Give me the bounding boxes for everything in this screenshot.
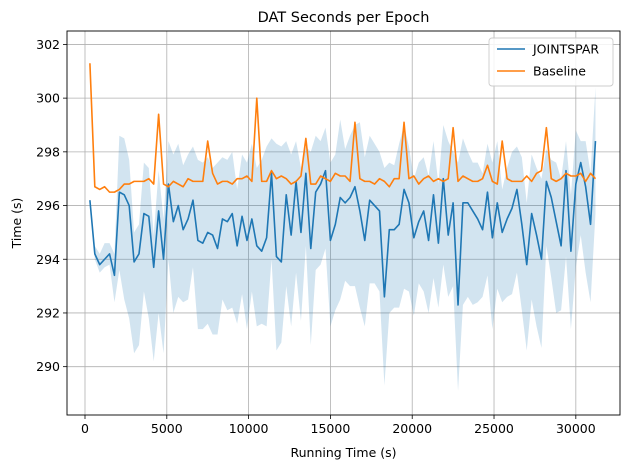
y-tick-label: 292 bbox=[36, 305, 60, 320]
x-tick-label: 10000 bbox=[229, 421, 269, 436]
legend-box bbox=[488, 37, 614, 87]
y-tick-label: 302 bbox=[36, 37, 60, 52]
axis-ticks: 0 5000 10000 15000 20000 25000 30000 290 292 294 2… bbox=[36, 37, 596, 436]
x-tick-label: 25000 bbox=[474, 421, 514, 436]
series-lines-layer bbox=[89, 63, 597, 306]
series-line-baseline bbox=[89, 63, 597, 193]
legend-label-baseline: Baseline bbox=[533, 64, 586, 79]
confidence-band-layer bbox=[89, 87, 596, 391]
y-tick-label: 298 bbox=[36, 144, 60, 159]
x-tick-label: 5000 bbox=[151, 421, 183, 436]
y-tick-label: 300 bbox=[36, 91, 60, 106]
y-tick-label: 294 bbox=[36, 252, 60, 267]
chart-title: DAT Seconds per Epoch bbox=[258, 10, 430, 26]
y-tick-label: 290 bbox=[36, 359, 60, 374]
x-axis-label: Running Time (s) bbox=[290, 445, 396, 460]
x-tick-label: 20000 bbox=[392, 421, 432, 436]
y-tick-label: 296 bbox=[36, 198, 60, 213]
y-axis-label: Time (s) bbox=[9, 198, 24, 250]
series-line-jointspar bbox=[89, 141, 597, 306]
x-tick-label: 30000 bbox=[556, 421, 596, 436]
x-tick-label: 0 bbox=[81, 421, 89, 436]
x-tick-label: 15000 bbox=[311, 421, 351, 436]
legend: JOINTSPAR Baseline bbox=[488, 37, 614, 87]
jointspar-band bbox=[89, 87, 596, 391]
plot-area-frame bbox=[66, 30, 621, 416]
legend-label-jointspar: JOINTSPAR bbox=[532, 42, 599, 57]
